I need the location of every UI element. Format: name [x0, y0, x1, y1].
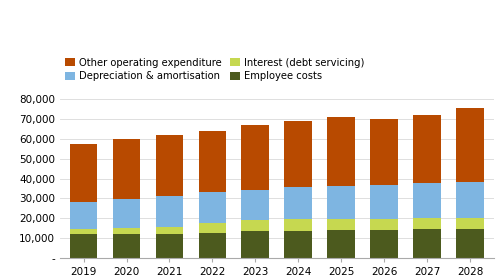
Bar — [327, 219, 355, 230]
Bar — [69, 144, 97, 202]
Bar — [199, 192, 227, 223]
Bar — [199, 131, 227, 192]
Bar — [413, 115, 441, 183]
Bar — [413, 229, 441, 258]
Bar — [113, 234, 141, 258]
Bar — [457, 183, 485, 218]
Bar — [199, 223, 227, 233]
Bar — [327, 230, 355, 258]
Bar — [156, 227, 184, 234]
Bar — [69, 234, 97, 258]
Bar — [242, 231, 269, 258]
Bar — [413, 183, 441, 218]
Bar — [284, 187, 312, 219]
Legend: Other operating expenditure, Depreciation & amortisation, Interest (debt servici: Other operating expenditure, Depreciatio… — [65, 58, 364, 81]
Bar — [457, 218, 485, 229]
Bar — [284, 121, 312, 187]
Bar — [370, 119, 398, 185]
Bar — [156, 135, 184, 196]
Bar — [156, 196, 184, 227]
Bar — [113, 139, 141, 199]
Bar — [327, 117, 355, 186]
Bar — [113, 228, 141, 234]
Bar — [69, 202, 97, 229]
Bar — [457, 229, 485, 258]
Bar — [284, 219, 312, 231]
Bar — [69, 229, 97, 234]
Bar — [113, 199, 141, 228]
Bar — [156, 234, 184, 258]
Bar — [457, 108, 485, 183]
Bar — [370, 185, 398, 219]
Bar — [327, 186, 355, 219]
Bar — [284, 231, 312, 258]
Bar — [370, 230, 398, 258]
Bar — [242, 220, 269, 231]
Bar — [370, 219, 398, 230]
Bar — [242, 125, 269, 190]
Bar — [242, 190, 269, 220]
Bar — [413, 218, 441, 229]
Bar — [199, 233, 227, 258]
